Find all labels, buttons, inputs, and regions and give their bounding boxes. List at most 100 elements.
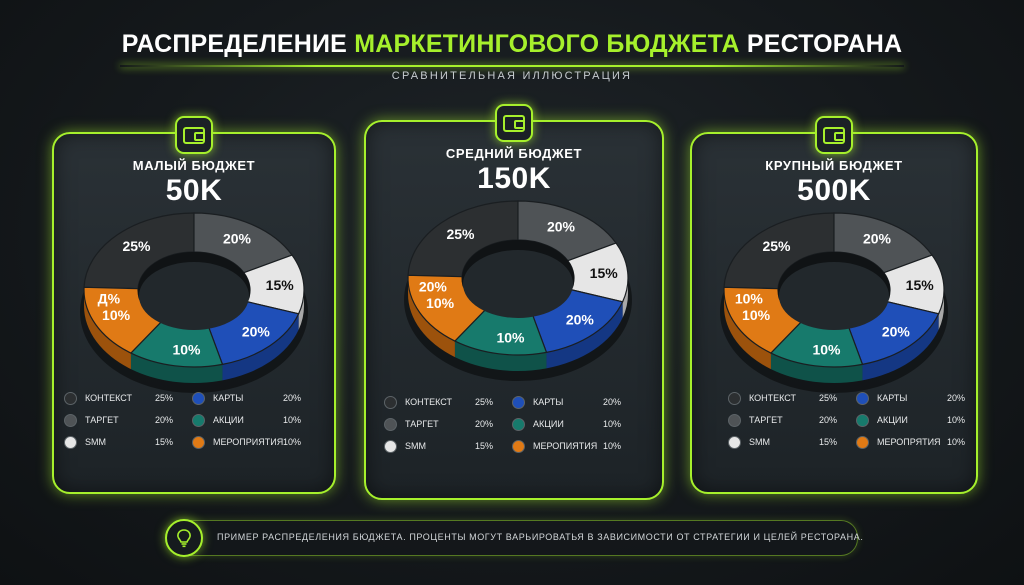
legend-swatch bbox=[64, 413, 77, 427]
legend-value: 25% bbox=[155, 393, 174, 403]
legend-swatch bbox=[64, 435, 77, 449]
slice-label: 15% bbox=[590, 265, 619, 281]
donut-chart: 25% 20%15%20%10%10%20% bbox=[404, 200, 632, 381]
legend-item: АКЦИИ 10% bbox=[512, 416, 621, 432]
card-title: МАЛЫЙ БЮДЖЕТ bbox=[132, 158, 256, 173]
legend-swatch bbox=[192, 413, 205, 427]
legend-label: ТАРГЕТ bbox=[405, 419, 439, 429]
legend-item: АКЦИИ 10% bbox=[192, 412, 301, 428]
legend-item: SMM 15% bbox=[384, 438, 493, 454]
donut-hole bbox=[779, 262, 889, 330]
legend-value: 20% bbox=[819, 415, 838, 425]
card-title: КРУПНЫЙ БЮДЖЕТ bbox=[765, 158, 903, 173]
legend-value: 20% bbox=[155, 415, 174, 425]
legend-label: КАРТЫ bbox=[877, 393, 908, 403]
legend-value: 15% bbox=[155, 437, 174, 447]
legend-label: ТАРГЕТ bbox=[749, 415, 783, 425]
slice-label: Д% bbox=[98, 290, 121, 306]
donut-slice-side bbox=[724, 290, 771, 370]
legend-swatch bbox=[856, 391, 869, 405]
slice-label: 10% bbox=[735, 290, 764, 306]
legend-swatch bbox=[192, 435, 205, 449]
legend-label: КАРТЫ bbox=[213, 393, 244, 403]
title-end: РЕСТОРАНА bbox=[746, 30, 903, 58]
legend-label: SMM bbox=[85, 437, 106, 447]
legend-label: АКЦИИ bbox=[877, 415, 908, 425]
legend-value: 25% bbox=[819, 393, 838, 403]
card-title: СРЕДНИЙ БЮДЖЕТ bbox=[445, 146, 583, 161]
legend-item: КОНТЕКСТ 25% bbox=[384, 394, 493, 410]
legend-label: SMM bbox=[405, 441, 426, 451]
slice-label: 10% bbox=[496, 329, 525, 345]
slice-label: 10% bbox=[742, 307, 771, 323]
slice-label: 20% bbox=[419, 278, 448, 294]
legend-value: 20% bbox=[603, 397, 622, 407]
legend-swatch bbox=[384, 439, 397, 453]
donut-slice-side bbox=[298, 290, 304, 330]
legend-value: 20% bbox=[475, 419, 494, 429]
title-start: РАСПРЕДЕЛЕНИЕ bbox=[121, 30, 348, 58]
slice-label: 10% bbox=[102, 307, 131, 323]
legend-swatch bbox=[512, 395, 525, 409]
slice-label: 10% bbox=[172, 341, 201, 357]
donut-slice-side bbox=[130, 353, 223, 383]
legend-item: ТАРГЕТ 20% bbox=[384, 416, 493, 432]
budget-card-large: КРУПНЫЙ БЮДЖЕТ 500K 25% 20% 15% 20% 10% 10% 10… bbox=[690, 116, 978, 494]
slice-label: 20% bbox=[223, 230, 252, 246]
legend-value: 25% bbox=[475, 397, 494, 407]
slice-label: 10% bbox=[812, 341, 841, 357]
legend-item: МЕРОПИЯТИЯ 10% bbox=[512, 438, 621, 454]
lightbulb-icon bbox=[165, 519, 203, 557]
donut-slice-side bbox=[862, 313, 939, 381]
slice-label: 10% bbox=[426, 295, 455, 311]
donut-slice-side bbox=[770, 353, 863, 383]
legend-value: 10% bbox=[603, 441, 622, 451]
slice-label: 25% bbox=[122, 238, 151, 254]
card-amount: 50K bbox=[165, 174, 223, 207]
slice-label: 20% bbox=[547, 218, 576, 234]
donut-hole-wall bbox=[462, 240, 574, 288]
donut-slice-side bbox=[222, 313, 299, 381]
legend-item: КАРТЫ 20% bbox=[192, 390, 301, 406]
note-bar: ПРИМЕР РАСПРЕДЕЛЕНИЯ БЮДЖЕТА. ПРОЦЕНТЫ М… bbox=[165, 519, 863, 557]
legend-value: 20% bbox=[283, 393, 302, 403]
legend-label: КОНТЕКСТ bbox=[405, 397, 452, 407]
budget-card-small: МАЛЫЙ БЮДЖЕТ 50K 25% 20% 15% 20% 10% 10% Д% КО… bbox=[52, 116, 336, 494]
donut-chart: 25% 20%15%20%10%10%Д% bbox=[80, 212, 308, 393]
chart-legend: КОНТЕКСТ 25% ТАРГЕТ 20% SMM 15% КАРТЫ 20% АКЦИИ 1… bbox=[384, 394, 654, 464]
legend-swatch bbox=[192, 391, 205, 405]
donut-slice-side bbox=[938, 290, 944, 330]
chart-legend: КОНТЕКСТ 25% ТАРГЕТ 20% SMM 15% КАРТЫ 20% АКЦИИ 1… bbox=[64, 390, 324, 460]
legend-label: МЕРОПИЯТИЯ bbox=[533, 441, 598, 451]
donut-slice-side bbox=[84, 290, 131, 370]
legend-item: КОНТЕКСТ 25% bbox=[64, 390, 173, 406]
legend-label: SMM bbox=[749, 437, 770, 447]
legend-item: МЕРОПРЯТИЯ 10% bbox=[856, 434, 965, 450]
legend-swatch bbox=[384, 395, 397, 409]
wallet-icon bbox=[495, 104, 533, 142]
legend-swatch bbox=[856, 435, 869, 449]
legend-value: 15% bbox=[819, 437, 838, 447]
legend-swatch bbox=[728, 435, 741, 449]
slice-label: 15% bbox=[906, 277, 935, 293]
donut-slice-side bbox=[546, 301, 623, 369]
budget-card-medium: СРЕДНИЙ БЮДЖЕТ 150K 25% 20% 15% 20% 10% 10% 20… bbox=[364, 104, 664, 500]
legend-value: 15% bbox=[475, 441, 494, 451]
page-header: РАСПРЕДЕЛЕНИЕ МАРКЕТИНГОВОГО БЮДЖЕТА РЕС… bbox=[0, 30, 1024, 59]
donut-slice-side bbox=[408, 278, 455, 358]
legend-value: 10% bbox=[947, 415, 966, 425]
wallet-icon bbox=[815, 116, 853, 154]
legend-item: МЕРОПРИЯТИЯ 10% bbox=[192, 434, 301, 450]
legend-item: SMM 15% bbox=[728, 434, 837, 450]
slice-label: 20% bbox=[566, 311, 595, 327]
donut-hole-wall bbox=[138, 252, 250, 300]
donut-slice-side bbox=[622, 278, 628, 318]
legend-item: АКЦИИ 10% bbox=[856, 412, 965, 428]
legend-swatch bbox=[512, 417, 525, 431]
donut-hole bbox=[463, 250, 573, 318]
legend-swatch bbox=[64, 391, 77, 405]
legend-item: КАРТЫ 20% bbox=[856, 390, 965, 406]
title-divider bbox=[120, 65, 904, 67]
page-subtitle: СРАВНИТЕЛЬНАЯ ИЛЛЮСТРАЦИЯ bbox=[391, 70, 633, 82]
legend-item: SMM 15% bbox=[64, 434, 173, 450]
